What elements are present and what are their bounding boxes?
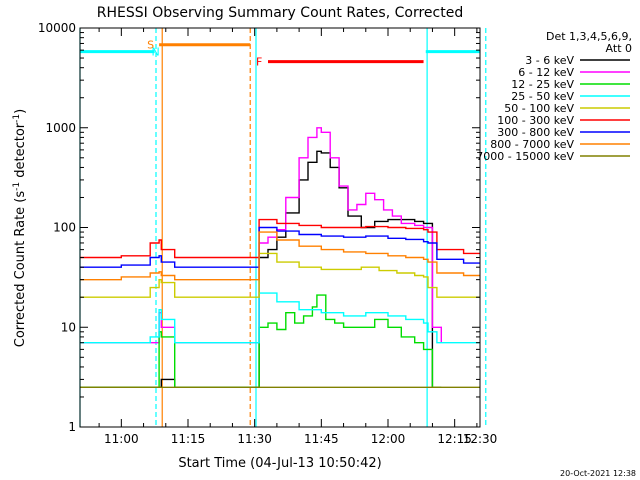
footer-date: 20-Oct-2021 12:38 [560, 469, 636, 478]
y-tick-label-3: 1000 [45, 121, 76, 135]
y-axis-label-main: Corrected Count Rate (s [13, 191, 28, 348]
x-tick-label-2: 11:30 [237, 432, 272, 446]
y-axis-label: Corrected Count Rate (s-1 detector-1) [12, 109, 28, 347]
x-axis-label: Start Time (04-Jul-13 10:50:42) [178, 456, 381, 471]
y-axis-ticks: 1 10 100 1000 10000 [38, 21, 480, 434]
y-axis-label-sup2: -1 [12, 114, 22, 123]
series-line-6 [80, 226, 480, 268]
plot-area: SN F [79, 28, 487, 427]
x-tick-label-6: 12:30 [463, 432, 498, 446]
legend-label-6: 300 - 800 keV [497, 126, 574, 139]
legend-label-8: 7000 - 15000 keV [476, 150, 574, 163]
series-line-4 [80, 252, 480, 298]
y-tick-label-0: 1 [68, 420, 76, 434]
x-tick-label-0: 11:00 [104, 432, 139, 446]
flag-label-1: N [152, 46, 160, 59]
chart-title: RHESSI Observing Summary Count Rates, Co… [97, 5, 463, 21]
y-tick-label-2: 100 [53, 221, 76, 235]
y-axis-label-end: ) [13, 109, 28, 114]
series-line-1 [80, 127, 442, 344]
x-tick-label-1: 11:15 [171, 432, 206, 446]
x-tick-label-4: 12:00 [371, 432, 406, 446]
legend-header-line1: Det 1,3,4,5,6,9, [546, 30, 632, 43]
legend-label-1: 6 - 12 keV [518, 66, 574, 79]
y-tick-label-1: 10 [61, 320, 76, 334]
legend-label-5: 100 - 300 keV [497, 114, 574, 127]
x-tick-label-3: 11:45 [304, 432, 339, 446]
legend-label-3: 25 - 50 keV [511, 90, 574, 103]
plot-frame [79, 27, 481, 428]
series-line-2 [80, 294, 442, 388]
series-line-7 [80, 231, 480, 281]
legend-label-7: 800 - 7000 keV [490, 138, 574, 151]
y-axis-label-sup1: -1 [12, 182, 22, 191]
flag-label-2: F [256, 56, 262, 69]
x-tick-label-5: 12:15 [437, 432, 472, 446]
series-line-3 [80, 292, 480, 344]
series-line-5 [80, 218, 480, 259]
legend-label-0: 3 - 6 keV [525, 54, 574, 67]
legend-label-2: 12 - 25 keV [511, 78, 574, 91]
legend-header-line2: Att 0 [606, 42, 632, 55]
y-axis-label-mid: detector [13, 122, 28, 182]
y-tick-label-4: 10000 [38, 21, 76, 35]
legend-label-4: 50 - 100 keV [504, 102, 574, 115]
flag-label-0: S [147, 39, 154, 52]
